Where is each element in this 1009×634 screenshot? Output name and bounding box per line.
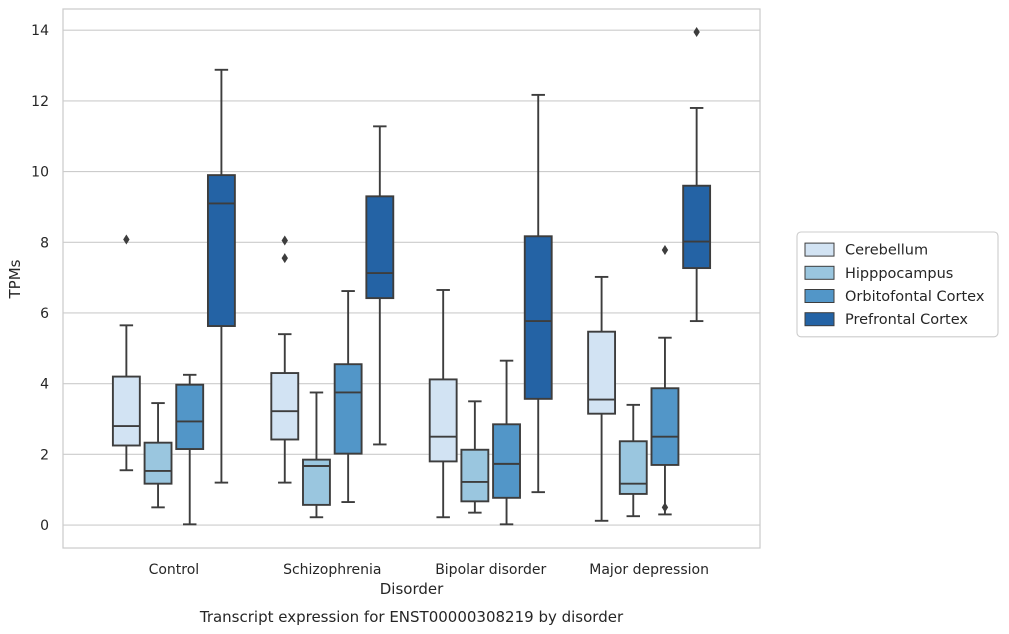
box — [270, 372, 300, 441]
legend-label: Prefrontal Cortex — [845, 312, 968, 328]
y-tick-label: 10 — [31, 165, 49, 181]
y-tick-label: 6 — [40, 306, 49, 322]
box-plot — [650, 245, 680, 516]
x-axis-label: Disorder — [380, 580, 444, 598]
box — [143, 441, 173, 485]
legend-label: Cerebellum — [845, 243, 928, 259]
box — [111, 375, 141, 447]
y-tick-label: 2 — [40, 447, 49, 463]
outlier-point — [661, 502, 669, 513]
box-plot — [111, 234, 141, 472]
box-plot — [270, 235, 300, 484]
plot-frame — [62, 8, 761, 549]
y-tick-label: 14 — [31, 23, 49, 39]
box-plot — [333, 290, 363, 504]
box-plots — [111, 26, 712, 526]
outlier-point — [281, 253, 288, 264]
legend-label: Orbitofontal Cortex — [845, 289, 985, 305]
box-plot — [682, 26, 712, 323]
box-plot — [587, 275, 617, 522]
y-tick-label: 4 — [40, 377, 49, 393]
legend-label: Hipppocampus — [845, 266, 953, 282]
box — [428, 378, 458, 463]
box-plot — [365, 125, 395, 446]
box-plot — [143, 402, 173, 509]
outlier-point — [281, 235, 288, 246]
box — [492, 423, 521, 499]
outlier-point — [693, 26, 700, 37]
chart-caption: Transcript expression for ENST0000030821… — [199, 608, 624, 626]
legend-frame — [796, 231, 999, 338]
box-plot — [460, 400, 490, 514]
box — [650, 387, 680, 466]
outlier-point — [661, 245, 669, 256]
x-tick-label: Schizophrenia — [283, 562, 381, 578]
box-plot — [492, 359, 521, 526]
y-tick-label: 12 — [31, 94, 49, 110]
box — [587, 330, 617, 415]
box — [618, 440, 648, 495]
box — [460, 448, 490, 503]
box — [175, 383, 205, 450]
y-axis-label: TPMs — [6, 259, 24, 299]
box-plot — [523, 93, 553, 494]
box-plot — [206, 68, 236, 484]
x-tick-label: Control — [149, 562, 200, 578]
legend: Cerebellum Hipppocampus Orbitofontal Corte… — [796, 231, 999, 338]
box-plot — [175, 373, 205, 526]
y-tick-label: 8 — [40, 235, 49, 251]
box — [302, 458, 331, 506]
x-tick-labels: Control Schizophrenia Bipolar disorder Majo… — [149, 562, 709, 578]
box-plot — [428, 289, 458, 519]
legend-swatch — [804, 265, 835, 280]
box — [523, 235, 553, 400]
legend-swatch — [804, 312, 835, 327]
legend-swatch — [804, 289, 835, 303]
box — [206, 174, 236, 327]
x-tick-label: Major depression — [589, 562, 709, 578]
box — [333, 363, 363, 455]
y-tick-labels: 0 2 4 6 8 10 12 14 — [31, 23, 49, 534]
grid-lines — [63, 29, 760, 526]
box — [365, 195, 395, 300]
box-plot — [302, 391, 331, 519]
outlier-point — [123, 234, 130, 245]
y-tick-label: 0 — [40, 518, 49, 534]
legend-swatch — [804, 242, 835, 257]
box-plot — [618, 403, 648, 518]
box — [682, 184, 712, 270]
x-tick-label: Bipolar disorder — [435, 562, 546, 578]
